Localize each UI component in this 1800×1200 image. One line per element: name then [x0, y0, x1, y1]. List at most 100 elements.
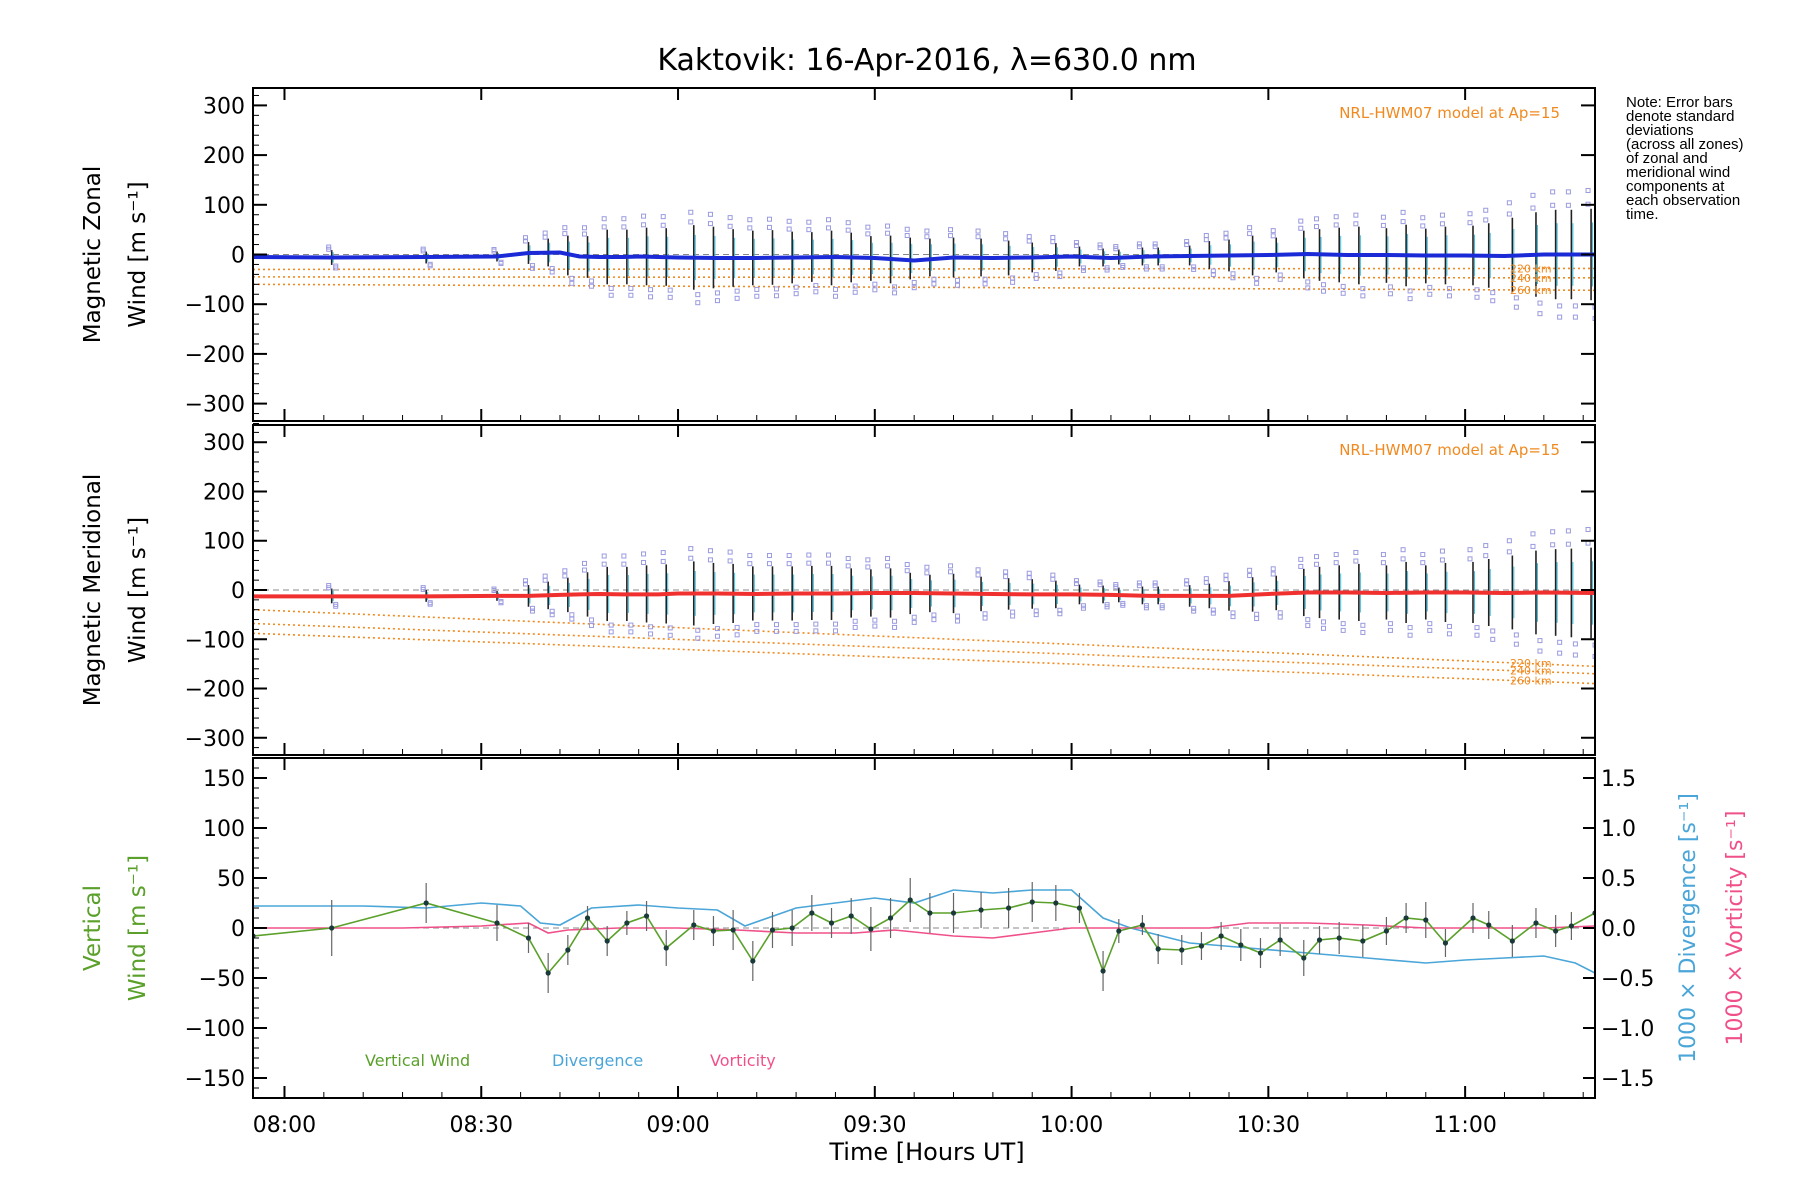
sample-point: [865, 224, 871, 230]
vertical-wind-point: [1533, 920, 1539, 926]
sample-point: [1073, 581, 1079, 587]
sample-point: [1097, 242, 1103, 248]
sample-point: [892, 284, 898, 290]
vertical-wind-point: [565, 947, 571, 953]
zonal-wind-line: [253, 250, 1595, 263]
model-line-label: 240 km: [1510, 272, 1552, 285]
vertical-wind-point: [1139, 922, 1146, 928]
sample-point: [1387, 627, 1393, 633]
vertical-wind-point: [809, 910, 815, 916]
sample-point: [727, 558, 733, 564]
model-line: [253, 608, 1595, 668]
sample-point: [714, 290, 720, 296]
y-axis-title: Vertical: [80, 885, 106, 971]
y-axis-title-units: Wind [m s⁻¹]: [125, 855, 151, 1001]
sample-point: [931, 617, 937, 623]
sample-point: [1483, 553, 1489, 559]
sample-point: [1136, 583, 1142, 589]
sample-point: [904, 561, 910, 567]
sample-point: [667, 632, 673, 638]
vertical-wind-point: [1486, 922, 1492, 928]
vertical-wind-point: [1198, 943, 1205, 949]
sample-point: [911, 619, 917, 625]
sample-point: [628, 285, 634, 291]
sample-point: [498, 600, 504, 606]
sample-point: [852, 283, 858, 289]
sample-point: [1572, 641, 1578, 647]
sample-point: [955, 618, 961, 624]
sample-point: [1152, 241, 1158, 247]
sample-point: [1474, 294, 1480, 300]
sample-point: [1203, 237, 1209, 243]
sample-point: [1592, 316, 1595, 322]
sample-point: [589, 278, 595, 284]
sample-point: [1592, 304, 1595, 310]
sample-point: [1446, 286, 1452, 292]
sample-point: [542, 234, 548, 240]
vertical-wind-point: [494, 920, 500, 926]
sample-point: [1057, 607, 1063, 613]
sample-point: [1439, 557, 1445, 563]
sample-point: [1270, 233, 1276, 239]
sample-point: [813, 283, 819, 289]
sample-point: [1360, 286, 1366, 292]
sample-point: [1026, 575, 1032, 581]
sample-point: [948, 227, 954, 233]
sample-point: [1333, 214, 1339, 220]
sample-point: [1420, 560, 1426, 566]
sample-point: [1010, 275, 1016, 281]
sample-point: [1010, 279, 1016, 285]
sample-point: [1530, 192, 1536, 198]
sample-point: [522, 235, 528, 241]
sample-point: [852, 289, 858, 295]
sample-point: [1159, 603, 1165, 609]
vertical-wind-point: [1360, 938, 1366, 944]
sample-point: [427, 601, 433, 607]
sample-point: [1353, 221, 1359, 227]
sample-point: [1003, 236, 1009, 242]
legend-item: Vorticity: [710, 1051, 776, 1070]
sample-point: [1191, 264, 1197, 270]
sample-point: [427, 261, 433, 267]
sample-point: [420, 248, 426, 254]
sample-point: [754, 286, 760, 292]
sample-point: [1407, 625, 1413, 631]
sample-point: [542, 573, 548, 579]
sample-point: [628, 629, 634, 635]
sample-point: [695, 627, 701, 633]
sample-point: [885, 555, 891, 561]
sample-point: [1483, 543, 1489, 549]
sample-point: [529, 263, 535, 269]
sample-point: [1592, 642, 1595, 648]
sample-point: [549, 269, 555, 275]
sample-point: [326, 585, 332, 591]
sample-point: [1298, 556, 1304, 562]
sample-point: [569, 616, 575, 622]
sample-point: [333, 601, 339, 607]
sample-point: [1572, 652, 1578, 658]
vertical-wind-point: [1053, 900, 1059, 906]
chart-title: Kaktovik: 16-Apr-2016, λ=630.0 nm: [657, 43, 1196, 78]
sample-point: [727, 215, 733, 221]
vertical-wind-point: [643, 913, 650, 919]
sample-point: [522, 238, 528, 244]
sample-point: [1483, 217, 1489, 223]
sample-point: [1340, 621, 1346, 627]
sample-point: [1305, 617, 1311, 623]
sample-point: [1474, 287, 1480, 293]
sample-point: [621, 561, 627, 567]
vertical-wind-point: [1100, 968, 1106, 974]
sample-point: [1223, 230, 1229, 236]
sample-point: [872, 287, 878, 293]
vertical-wind-point: [1470, 915, 1476, 921]
sample-point: [1247, 225, 1253, 231]
sample-point: [1537, 300, 1543, 306]
sample-point: [1143, 264, 1149, 270]
vertical-wind-point: [1403, 915, 1409, 921]
sample-point: [982, 611, 988, 617]
sample-point: [1191, 608, 1197, 614]
vertical-wind-point: [1336, 935, 1342, 941]
sample-point: [747, 561, 753, 567]
sample-point: [1136, 580, 1142, 586]
sample-point: [766, 224, 772, 230]
